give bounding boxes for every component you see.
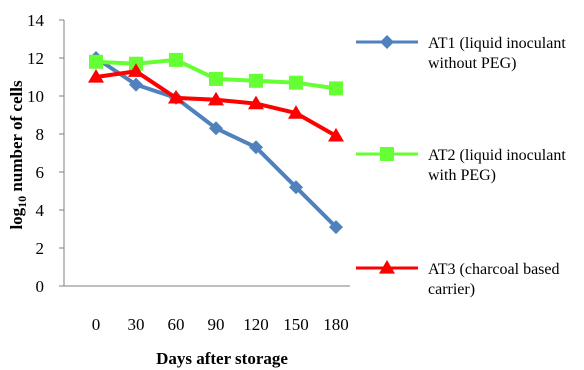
- data-point-at1: [209, 121, 223, 136]
- y-tick-label: 8: [36, 125, 45, 144]
- y-tick-label: 10: [27, 87, 44, 106]
- data-point-at3: [328, 127, 344, 142]
- axes: [59, 19, 350, 287]
- y-tick-label: 0: [36, 277, 45, 296]
- data-point-at2: [249, 73, 263, 88]
- legend-marker-at3: [379, 260, 395, 274]
- x-tick-labels: 0 30 60 90 120 150 180: [92, 315, 349, 334]
- data-point-at2: [289, 75, 303, 90]
- data-point-at3: [168, 89, 184, 104]
- data-point-at3: [248, 95, 264, 110]
- y-axis-title-rest: number of cells: [7, 80, 26, 196]
- legend-label-line: AT2 (liquid inoculant: [428, 147, 566, 164]
- x-tick-label: 90: [208, 315, 225, 334]
- y-tick-label: 2: [36, 239, 45, 258]
- y-tick-label: 6: [36, 163, 45, 182]
- legend: AT1 (liquid inoculant without PEG) AT2 (li…: [356, 35, 566, 298]
- legend-item-at2: AT2 (liquid inoculant with PEG): [356, 147, 566, 184]
- x-tick-label: 60: [168, 315, 185, 334]
- y-axis-title: log10 number of cells: [7, 80, 29, 229]
- legend-label-line: carrier): [428, 281, 475, 298]
- legend-label-at1: AT1 (liquid inoculant without PEG): [428, 35, 566, 72]
- data-point-at3: [288, 105, 304, 119]
- data-point-at3: [128, 63, 144, 77]
- data-point-at1: [249, 140, 263, 155]
- y-tick-label: 12: [27, 49, 44, 68]
- data-point-at1: [129, 77, 143, 92]
- x-tick-label: 120: [243, 315, 269, 334]
- legend-marker-at1: [380, 35, 394, 49]
- legend-marker-at2: [380, 147, 394, 161]
- y-tick-label: 14: [27, 11, 45, 30]
- x-tick-label: 150: [283, 315, 309, 334]
- legend-label-line: without PEG): [428, 55, 516, 72]
- data-point-at2: [169, 52, 183, 67]
- x-tick-label: 30: [128, 315, 145, 334]
- data-point-at1: [329, 220, 343, 235]
- data-point-at3: [88, 69, 104, 83]
- legend-label-line: AT1 (liquid inoculant: [428, 35, 566, 52]
- y-axis-title-main: log: [7, 207, 26, 229]
- y-tick-label: 4: [36, 201, 45, 220]
- data-point-at2: [329, 81, 343, 96]
- data-point-at2: [89, 54, 103, 69]
- series-layer: [88, 51, 344, 235]
- y-tick-labels: 0 2 4 6 8 10 12 14: [27, 11, 45, 296]
- x-tick-label: 0: [92, 315, 101, 334]
- legend-label-line: AT3 (charcoal based: [428, 261, 560, 278]
- x-axis-title: Days after storage: [156, 349, 288, 368]
- legend-item-at3: AT3 (charcoal based carrier): [356, 260, 560, 298]
- legend-item-at1: AT1 (liquid inoculant without PEG): [356, 35, 566, 72]
- data-point-at2: [209, 71, 223, 86]
- data-point-at1: [289, 180, 303, 195]
- series-at3: [88, 63, 344, 142]
- y-axis-title-subscript: 10: [15, 196, 29, 208]
- legend-label-at3: AT3 (charcoal based carrier): [428, 261, 560, 298]
- legend-label-line: with PEG): [428, 167, 496, 184]
- data-point-at3: [208, 91, 224, 106]
- legend-label-at2: AT2 (liquid inoculant with PEG): [428, 147, 566, 184]
- x-tick-label: 180: [323, 315, 349, 334]
